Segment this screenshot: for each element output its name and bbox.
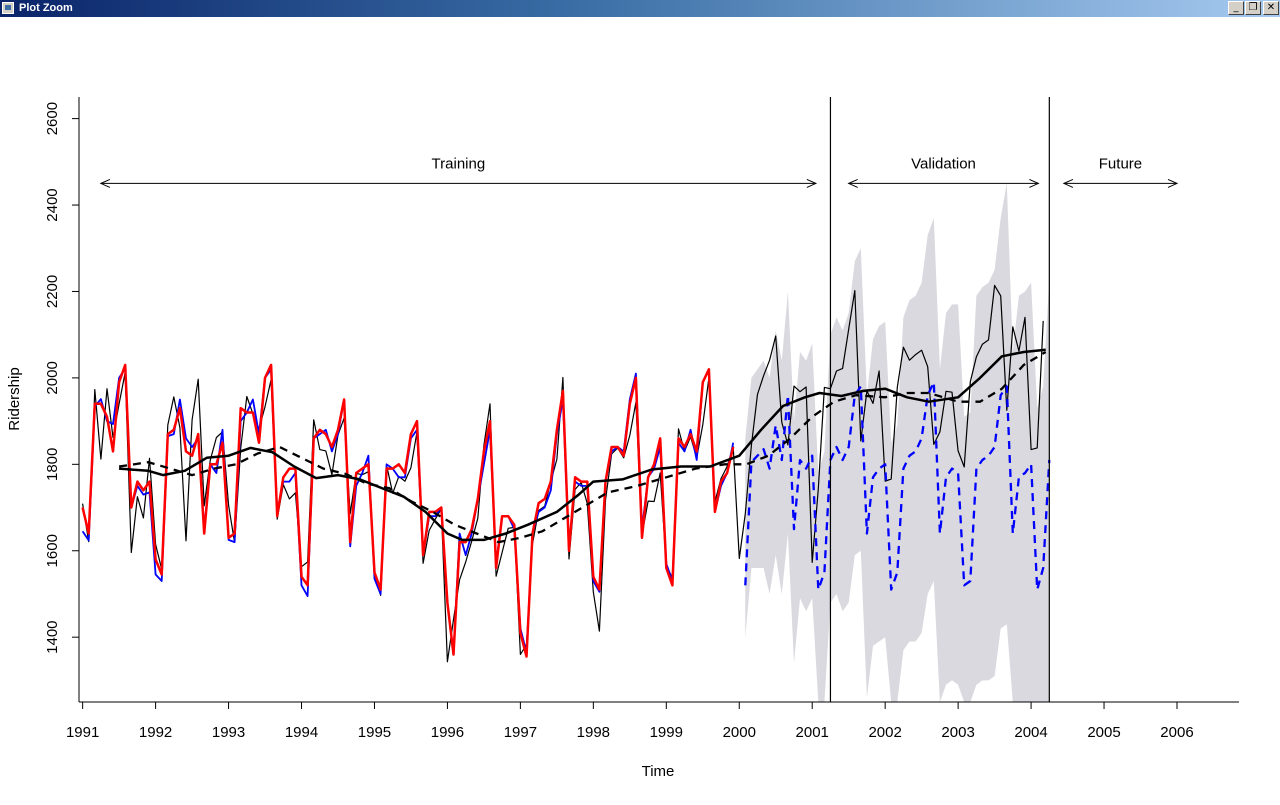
window-title: Plot Zoom	[19, 2, 73, 14]
x-tick-label-2000: 2000	[723, 724, 756, 741]
restore-icon: ❐	[1248, 2, 1258, 13]
x-tick-label-2004: 2004	[1014, 724, 1047, 741]
window-titlebar[interactable]: Plot Zoom _ ❐ ✕	[0, 0, 1280, 17]
training-arrow-right-head	[806, 178, 818, 188]
y-tick-label-1600: 1600	[44, 534, 61, 567]
plot-area: 1991 1992 1993 1994 1995 1996 1997 1998 1999 2000…	[0, 17, 1280, 800]
x-tick-label-1998: 1998	[577, 724, 610, 741]
y-tick-label-2000: 2000	[44, 361, 61, 394]
validation-arrow-left-head	[847, 178, 858, 188]
x-tick-label-1993: 1993	[212, 724, 245, 741]
forecast-validation-line	[744, 381, 1051, 591]
y-tick-label-1400: 1400	[44, 620, 61, 653]
prediction-interval-band	[745, 183, 1050, 702]
actual-line	[82, 284, 1044, 663]
ridership-chart: 1991 1992 1993 1994 1995 1996 1997 1998 1999 2000…	[6, 97, 1239, 780]
minimize-button[interactable]: _	[1228, 1, 1244, 15]
future-arrow-left-head	[1062, 178, 1074, 188]
series-layer	[81, 284, 1051, 663]
x-tick-label-1994: 1994	[285, 724, 318, 741]
axes-layer: 1991 1992 1993 1994 1995 1996 1997 1998 1999 2000…	[44, 97, 1239, 741]
y-tick-label-2400: 2400	[44, 188, 61, 221]
x-tick-label-1992: 1992	[139, 724, 172, 741]
future-label: Future	[1099, 155, 1142, 172]
close-icon: ✕	[1266, 2, 1276, 13]
x-tick-label-1999: 1999	[650, 724, 683, 741]
app-window-icon	[2, 2, 14, 14]
x-tick-label-2003: 2003	[941, 724, 974, 741]
x-tick-label-1995: 1995	[358, 724, 391, 741]
x-tick-label-1997: 1997	[504, 724, 537, 741]
x-tick-label-2002: 2002	[868, 724, 901, 741]
y-tick-label-1800: 1800	[44, 448, 61, 481]
trend-line	[119, 348, 1046, 542]
future-arrow-right-head	[1167, 178, 1179, 188]
prediction-interval-layer	[745, 183, 1050, 702]
training-arrow-left-head	[99, 178, 111, 188]
close-button[interactable]: ✕	[1263, 1, 1279, 15]
x-tick-label-2005: 2005	[1087, 724, 1120, 741]
moving-average-line	[118, 351, 1047, 544]
x-axis-label: Time	[642, 763, 675, 780]
x-tick-label-1991: 1991	[66, 724, 99, 741]
training-label: Training	[432, 155, 486, 172]
restore-button[interactable]: ❐	[1245, 1, 1261, 15]
y-tick-label-2200: 2200	[44, 275, 61, 308]
x-tick-label-1996: 1996	[431, 724, 464, 741]
x-tick-label-2001: 2001	[796, 724, 829, 741]
y-axis-label: Ridership	[6, 367, 23, 430]
x-tick-label-2006: 2006	[1160, 724, 1193, 741]
minimize-icon: _	[1233, 2, 1239, 13]
fitted-line	[81, 363, 735, 658]
validation-arrow-right-head	[1029, 178, 1040, 188]
validation-label: Validation	[911, 155, 976, 172]
y-tick-label-2600: 2600	[44, 102, 61, 135]
annotation-layer: Training Validation Future	[99, 97, 1179, 702]
